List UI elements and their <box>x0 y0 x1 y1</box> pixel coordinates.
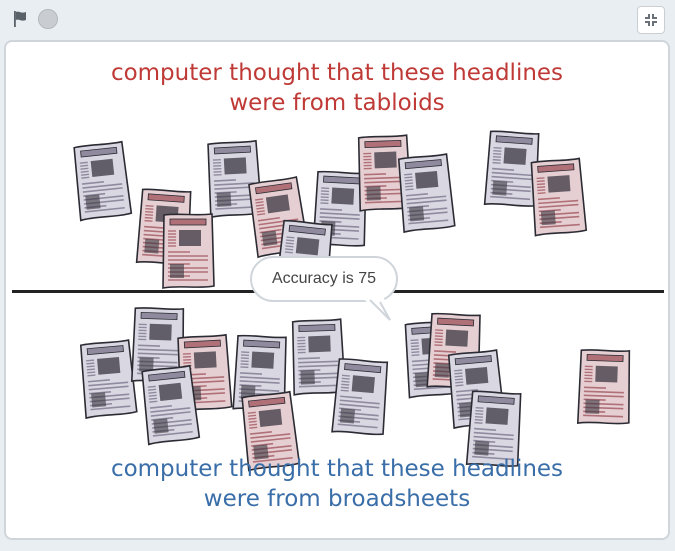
broadsheet-newspaper-sprite[interactable] <box>575 347 634 431</box>
tabloid-newspaper-sprite[interactable] <box>527 156 589 242</box>
broadsheet-newspaper-sprite[interactable] <box>289 317 348 401</box>
broadsheet-heading-line2: were from broadsheets <box>203 486 471 512</box>
tabloid-heading-line1: computer thought that these headlines <box>110 60 564 86</box>
tabloid-newspaper-sprite[interactable] <box>70 139 134 226</box>
speech-bubble-text: Accuracy is 75 <box>271 270 377 287</box>
stage[interactable]: computer thought that these headlines we… <box>4 40 670 540</box>
broadsheet-newspaper-sprite[interactable] <box>238 389 302 476</box>
speech-bubble: Accuracy is 75 <box>250 256 398 302</box>
tabloid-heading-line2: were from tabloids <box>229 90 445 116</box>
speech-bubble-tail <box>362 298 391 321</box>
broadsheet-newspaper-sprite[interactable] <box>463 388 525 474</box>
toolbar <box>0 0 675 38</box>
broadsheet-newspaper-sprite[interactable] <box>77 338 140 425</box>
exit-fullscreen-icon <box>645 14 657 26</box>
tabloid-newspaper-sprite[interactable] <box>355 133 414 217</box>
broadsheet-newspaper-sprite[interactable] <box>138 363 202 450</box>
broadsheet-newspaper-sprite[interactable] <box>230 333 290 418</box>
broadsheet-heading-line1: computer thought that these headlines <box>110 456 564 482</box>
tabloid-newspaper-sprite[interactable] <box>160 212 216 294</box>
broadsheet-newspaper-sprite[interactable] <box>329 356 392 443</box>
tabloid-newspaper-sprite[interactable] <box>395 152 458 239</box>
green-flag-icon <box>14 11 26 27</box>
broadsheet-heading: computer thought that these headlines we… <box>6 454 668 514</box>
green-flag-button[interactable] <box>10 8 32 30</box>
tabloid-newspaper-sprite[interactable] <box>481 128 543 214</box>
stop-button[interactable] <box>38 9 58 29</box>
exit-fullscreen-button[interactable] <box>637 6 665 34</box>
tabloid-heading: computer thought that these headlines we… <box>6 58 668 118</box>
